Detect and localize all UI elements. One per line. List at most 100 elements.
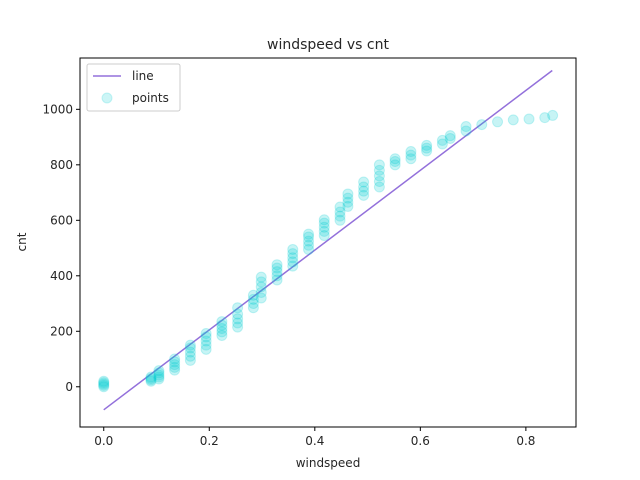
scatter-point	[169, 359, 181, 371]
scatter-point	[98, 375, 110, 387]
legend-label-points: points	[132, 91, 169, 105]
scatter-point	[287, 248, 299, 260]
scatter-point	[216, 316, 228, 328]
x-axis: 0.0 0.2 0.4 0.6 0.8	[94, 427, 535, 448]
scatter-point	[169, 356, 181, 368]
x-axis-label: windspeed	[296, 456, 361, 470]
scatter-point	[318, 214, 330, 226]
scatter-point	[303, 235, 315, 247]
scatter-point	[287, 243, 299, 255]
legend: line points	[86, 63, 181, 112]
scatter-point	[303, 243, 315, 255]
scatter-point	[436, 138, 448, 150]
scatter-point	[421, 145, 433, 157]
x-tick-label: 0.8	[516, 434, 535, 448]
scatter-point	[287, 256, 299, 268]
scatter-point	[303, 228, 315, 240]
scatter-point	[153, 373, 165, 385]
legend-points-swatch	[101, 92, 113, 104]
scatter-point	[334, 214, 346, 226]
scatter-point	[153, 369, 165, 381]
scatter-point	[389, 159, 401, 171]
plot-area	[79, 57, 577, 428]
x-tick-label: 0.6	[411, 434, 430, 448]
x-tick-label: 0.2	[200, 434, 219, 448]
y-tick-label: 0	[65, 380, 73, 394]
axes-frame	[79, 57, 577, 428]
scatter-point	[98, 381, 110, 393]
scatter-point	[184, 346, 196, 358]
scatter-point	[247, 289, 259, 301]
scatter-point	[436, 134, 448, 146]
scatter-point	[169, 361, 181, 373]
scatter-point	[318, 230, 330, 242]
scatter-point	[232, 308, 244, 320]
scatter-point	[98, 377, 110, 389]
y-tick-label: 400	[50, 269, 73, 283]
scatter-point	[523, 113, 535, 125]
scatter-point	[169, 353, 181, 365]
scatter-point	[200, 335, 212, 347]
scatter-point	[145, 372, 157, 384]
scatter-point	[303, 231, 315, 243]
scatter-point	[232, 313, 244, 325]
scatter-point	[476, 119, 488, 131]
scatter-point	[342, 188, 354, 200]
scatter-point	[421, 139, 433, 151]
scatter-point	[342, 200, 354, 212]
scatter-point	[145, 374, 157, 386]
scatter-point	[184, 350, 196, 362]
y-axis: 0 200 400 600 800 1000	[42, 102, 80, 394]
scatter-point	[421, 142, 433, 154]
scatter-point	[342, 192, 354, 204]
scatter-point	[145, 375, 157, 387]
y-tick-label: 1000	[42, 102, 73, 116]
scatter-point	[373, 170, 385, 182]
scatter-point	[184, 354, 196, 366]
scatter-point	[200, 343, 212, 355]
scatter-point	[153, 371, 165, 383]
scatter-point	[216, 329, 228, 341]
scatter-point	[200, 331, 212, 343]
scatter-point	[200, 339, 212, 351]
scatter-point	[303, 239, 315, 251]
scatter-point	[334, 210, 346, 222]
series-layer	[98, 69, 559, 411]
scatter-point	[460, 121, 472, 133]
scatter-point	[405, 149, 417, 161]
scatter-point	[492, 116, 504, 128]
scatter-point	[271, 259, 283, 271]
scatter-point	[318, 225, 330, 237]
scatter-point	[444, 132, 456, 144]
scatter-point	[358, 181, 370, 193]
scatter-point	[145, 371, 157, 383]
scatter-point	[271, 270, 283, 282]
chart-title: windspeed vs cnt	[267, 37, 389, 53]
scatter-point	[405, 146, 417, 157]
scatter-point	[232, 317, 244, 329]
scatter-point	[184, 342, 196, 354]
scatter-point	[460, 125, 472, 137]
scatter-point	[271, 266, 283, 278]
scatter-point	[405, 153, 417, 165]
scatter-point	[318, 221, 330, 233]
scatter-point	[153, 365, 165, 377]
scatter-point	[539, 112, 551, 124]
scatter-point	[373, 164, 385, 176]
y-axis-label: cnt	[15, 232, 29, 251]
scatter-point	[255, 276, 267, 288]
scatter-point	[358, 176, 370, 188]
scatter-point	[334, 201, 346, 213]
scatter-point	[98, 379, 110, 391]
scatter-point	[373, 181, 385, 193]
scatter-point	[507, 114, 519, 126]
scatter-point	[169, 364, 181, 376]
scatter-point	[247, 302, 259, 314]
scatter-point	[547, 109, 559, 121]
scatter-point	[232, 321, 244, 333]
scatter-point	[216, 323, 228, 335]
scatter-point	[153, 367, 165, 379]
scatter-point	[200, 328, 212, 339]
scatter-point	[389, 153, 401, 165]
